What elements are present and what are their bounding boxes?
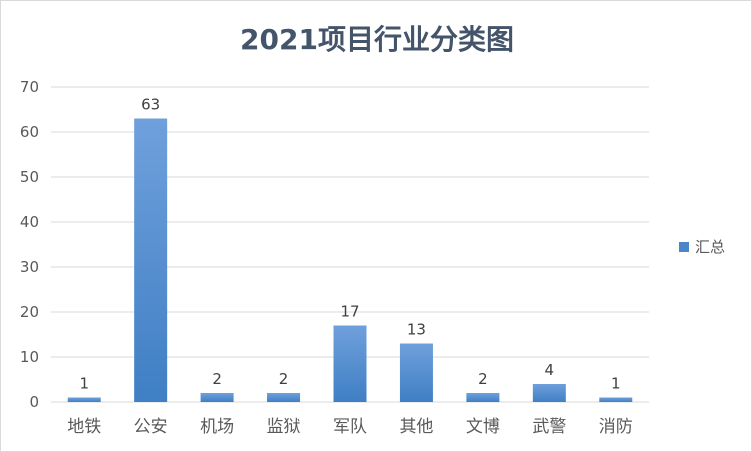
data-label-军队: 17 — [340, 303, 359, 321]
bar-地铁 — [67, 397, 101, 402]
y-tick-label: 40 — [20, 213, 39, 231]
bar-其他 — [399, 343, 433, 402]
chart-title: 2021项目行业分类图 — [240, 23, 514, 56]
x-category-label: 军队 — [333, 417, 367, 437]
data-label-公安: 63 — [141, 96, 160, 114]
bars — [67, 118, 633, 402]
x-category-label: 武警 — [532, 417, 566, 437]
y-tick-label: 50 — [20, 168, 39, 186]
legend: 汇总 — [679, 238, 725, 256]
bar-文博 — [466, 393, 500, 402]
bar-军队 — [333, 325, 367, 402]
x-category-label: 地铁 — [67, 417, 101, 437]
legend-marker — [679, 242, 689, 252]
bar-公安 — [134, 118, 168, 402]
x-category-label: 文博 — [466, 417, 500, 437]
legend-label: 汇总 — [695, 238, 725, 256]
data-label-其他: 13 — [407, 321, 426, 339]
data-label-机场: 2 — [212, 370, 222, 388]
x-category-label: 公安 — [134, 417, 168, 437]
data-labels: 1 63 2 2 17 13 2 4 1 — [79, 96, 620, 393]
x-axis-categories: 地铁 公安 机场 监狱 军队 其他 文博 武警 消防 — [67, 417, 633, 437]
bar-武警 — [532, 384, 566, 402]
y-tick-label: 0 — [29, 393, 39, 411]
y-tick-label: 30 — [20, 258, 39, 276]
x-category-label: 消防 — [599, 417, 633, 437]
x-category-label: 其他 — [399, 417, 433, 437]
data-label-武警: 4 — [545, 361, 555, 379]
y-tick-label: 10 — [20, 348, 39, 366]
x-category-label: 监狱 — [267, 417, 301, 437]
y-tick-label: 20 — [20, 303, 39, 321]
y-axis-ticks: 0 10 20 30 40 50 60 70 — [20, 78, 39, 411]
data-label-监狱: 2 — [279, 370, 289, 388]
bar-消防 — [599, 397, 633, 402]
data-label-消防: 1 — [611, 375, 621, 393]
y-tick-label: 60 — [20, 123, 39, 141]
bar-监狱 — [267, 393, 301, 402]
y-tick-label: 70 — [20, 78, 39, 96]
data-label-地铁: 1 — [79, 375, 89, 393]
x-category-label: 机场 — [200, 417, 234, 437]
data-label-文博: 2 — [478, 370, 488, 388]
bar-机场 — [200, 393, 234, 402]
